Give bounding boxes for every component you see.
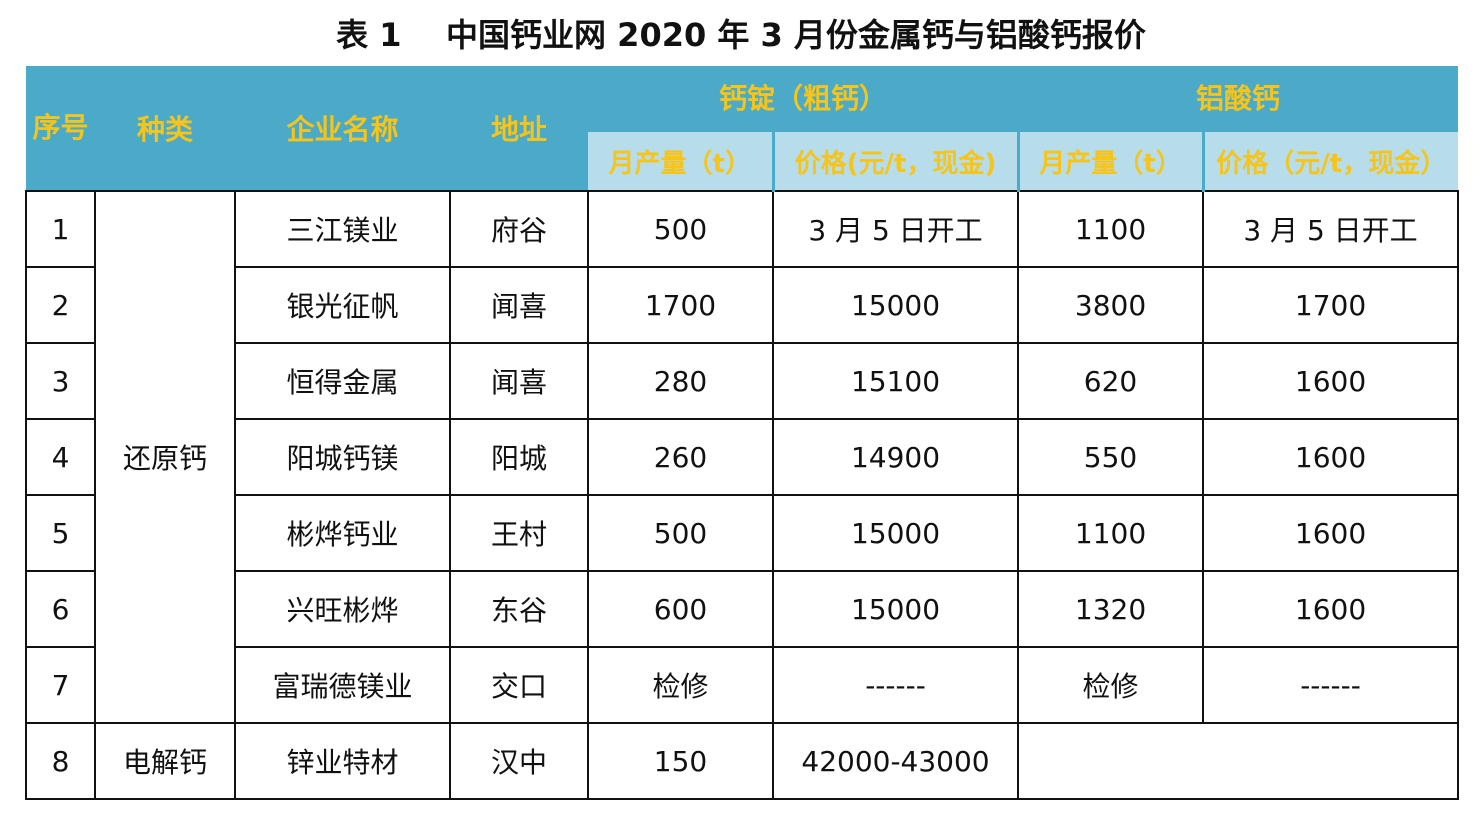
cell-company: 阳城钙镁 bbox=[234, 418, 451, 496]
header-row-1: 序号 种类 企业名称 地址 钙锭（粗钙） 铝酸钙 bbox=[26, 66, 1459, 191]
cell-alu-output: 620 bbox=[1017, 342, 1205, 420]
header-alu-price: 价格（元/t，现金） bbox=[1201, 128, 1459, 191]
table-row: 1 还原钙 三江镁业 府谷 500 3 月 5 日开工 1100 3 月 5 日… bbox=[25, 190, 1460, 724]
header-ingot-output: 月产量（t） bbox=[588, 128, 773, 191]
cell-alu-price: 3 月 5 日开工 bbox=[1202, 190, 1460, 268]
cell-company: 三江镁业 bbox=[234, 190, 451, 268]
cell-ingot-price: ------ bbox=[771, 646, 1020, 724]
cell-company: 兴旺彬烨 bbox=[234, 570, 451, 648]
cell-address: 闻喜 bbox=[449, 342, 589, 420]
cell-address: 汉中 bbox=[449, 722, 589, 800]
cell-company: 锌业特材 bbox=[234, 722, 451, 800]
cell-seq: 3 bbox=[25, 342, 96, 420]
cell-ingot-output: 500 bbox=[587, 190, 774, 268]
cell-alu-price: 1600 bbox=[1202, 418, 1460, 496]
cell-address: 府谷 bbox=[449, 190, 589, 268]
cell-address: 闻喜 bbox=[449, 266, 589, 344]
header-alu-output: 月产量（t） bbox=[1016, 128, 1204, 191]
cell-ingot-output: 150 bbox=[587, 722, 774, 800]
cell-ingot-output: 280 bbox=[587, 342, 774, 420]
cell-company: 彬烨钙业 bbox=[234, 494, 451, 572]
cell-ingot-price: 15100 bbox=[771, 342, 1020, 420]
table-caption: 表 1 中国钙业网 2020 年 3 月份金属钙与铝酸钙报价 bbox=[336, 16, 1146, 54]
cell-ingot-price: 3 月 5 日开工 bbox=[771, 190, 1020, 268]
cell-seq: 6 bbox=[25, 570, 96, 648]
cell-kind-electrolytic: 电解钙 bbox=[94, 722, 236, 800]
header-group-ingot: 钙锭（粗钙） bbox=[588, 66, 1019, 130]
table-row: 8 电解钙 锌业特材 汉中 150 42000-43000 bbox=[25, 722, 1460, 800]
cell-alu-price: 1600 bbox=[1202, 494, 1460, 572]
cell-ingot-price: 15000 bbox=[771, 266, 1020, 344]
cell-seq: 2 bbox=[25, 266, 96, 344]
cell-address: 阳城 bbox=[449, 418, 589, 496]
cell-address: 王村 bbox=[449, 494, 589, 572]
table-row: 7 富瑞德镁业 交口 检修 ------ 检修 ------ bbox=[25, 646, 1460, 724]
table-row: 5 彬烨钙业 王村 500 15000 1100 1600 bbox=[25, 494, 1460, 572]
header-seq: 序号 bbox=[26, 66, 95, 191]
cell-ingot-output: 检修 bbox=[587, 646, 774, 724]
cell-ingot-price: 14900 bbox=[771, 418, 1020, 496]
cell-company: 富瑞德镁业 bbox=[234, 646, 451, 724]
header-kind: 种类 bbox=[95, 66, 235, 191]
cell-ingot-output: 260 bbox=[587, 418, 774, 496]
cell-alu-price: ------ bbox=[1202, 646, 1460, 724]
cell-alu-output: 1100 bbox=[1017, 494, 1205, 572]
cell-company: 银光征帆 bbox=[234, 266, 451, 344]
cell-seq: 4 bbox=[25, 418, 96, 496]
table-row: 4 阳城钙镁 阳城 260 14900 550 1600 bbox=[25, 418, 1460, 496]
cell-seq: 5 bbox=[25, 494, 96, 572]
cell-seq: 7 bbox=[25, 646, 96, 724]
header-group-aluminate: 铝酸钙 bbox=[1018, 66, 1459, 130]
header-row-2: 月产量（t） 价格(元/t，现金) 月产量（t） 价格（元/t，现金） bbox=[26, 128, 1459, 191]
table-row: 2 银光征帆 闻喜 1700 15000 3800 1700 bbox=[25, 266, 1460, 344]
cell-address: 交口 bbox=[449, 646, 589, 724]
cell-ingot-price: 15000 bbox=[771, 570, 1020, 648]
table-row: 3 恒得金属 闻喜 280 15100 620 1600 bbox=[25, 342, 1460, 420]
price-table: 序号 种类 企业名称 地址 钙锭（粗钙） 铝酸钙 月产量（t） 价格(元/t，现… bbox=[25, 66, 1460, 800]
cell-alu-output: 1100 bbox=[1017, 190, 1205, 268]
header-company: 企业名称 bbox=[235, 66, 450, 191]
cell-seq: 8 bbox=[25, 722, 96, 800]
cell-alu-output: 1320 bbox=[1017, 570, 1205, 648]
header-address: 地址 bbox=[450, 66, 588, 191]
cell-alu-output: 550 bbox=[1017, 418, 1205, 496]
cell-company: 恒得金属 bbox=[234, 342, 451, 420]
cell-alu-output: 3800 bbox=[1017, 266, 1205, 344]
cell-ingot-output: 500 bbox=[587, 494, 774, 572]
cell-ingot-output: 1700 bbox=[587, 266, 774, 344]
cell-kind-reduced: 还原钙 bbox=[94, 190, 236, 724]
cell-address: 东谷 bbox=[449, 570, 589, 648]
cell-alu-price: 1700 bbox=[1202, 266, 1460, 344]
cell-alu-price: 1600 bbox=[1202, 570, 1460, 648]
cell-alu-empty bbox=[1017, 722, 1460, 800]
cell-alu-output: 检修 bbox=[1017, 646, 1205, 724]
cell-seq: 1 bbox=[25, 190, 96, 268]
cell-ingot-price: 42000-43000 bbox=[771, 722, 1020, 800]
header-ingot-price: 价格(元/t，现金) bbox=[771, 128, 1019, 191]
cell-alu-price: 1600 bbox=[1202, 342, 1460, 420]
cell-ingot-price: 15000 bbox=[771, 494, 1020, 572]
table-row: 6 兴旺彬烨 东谷 600 15000 1320 1600 bbox=[25, 570, 1460, 648]
cell-ingot-output: 600 bbox=[587, 570, 774, 648]
